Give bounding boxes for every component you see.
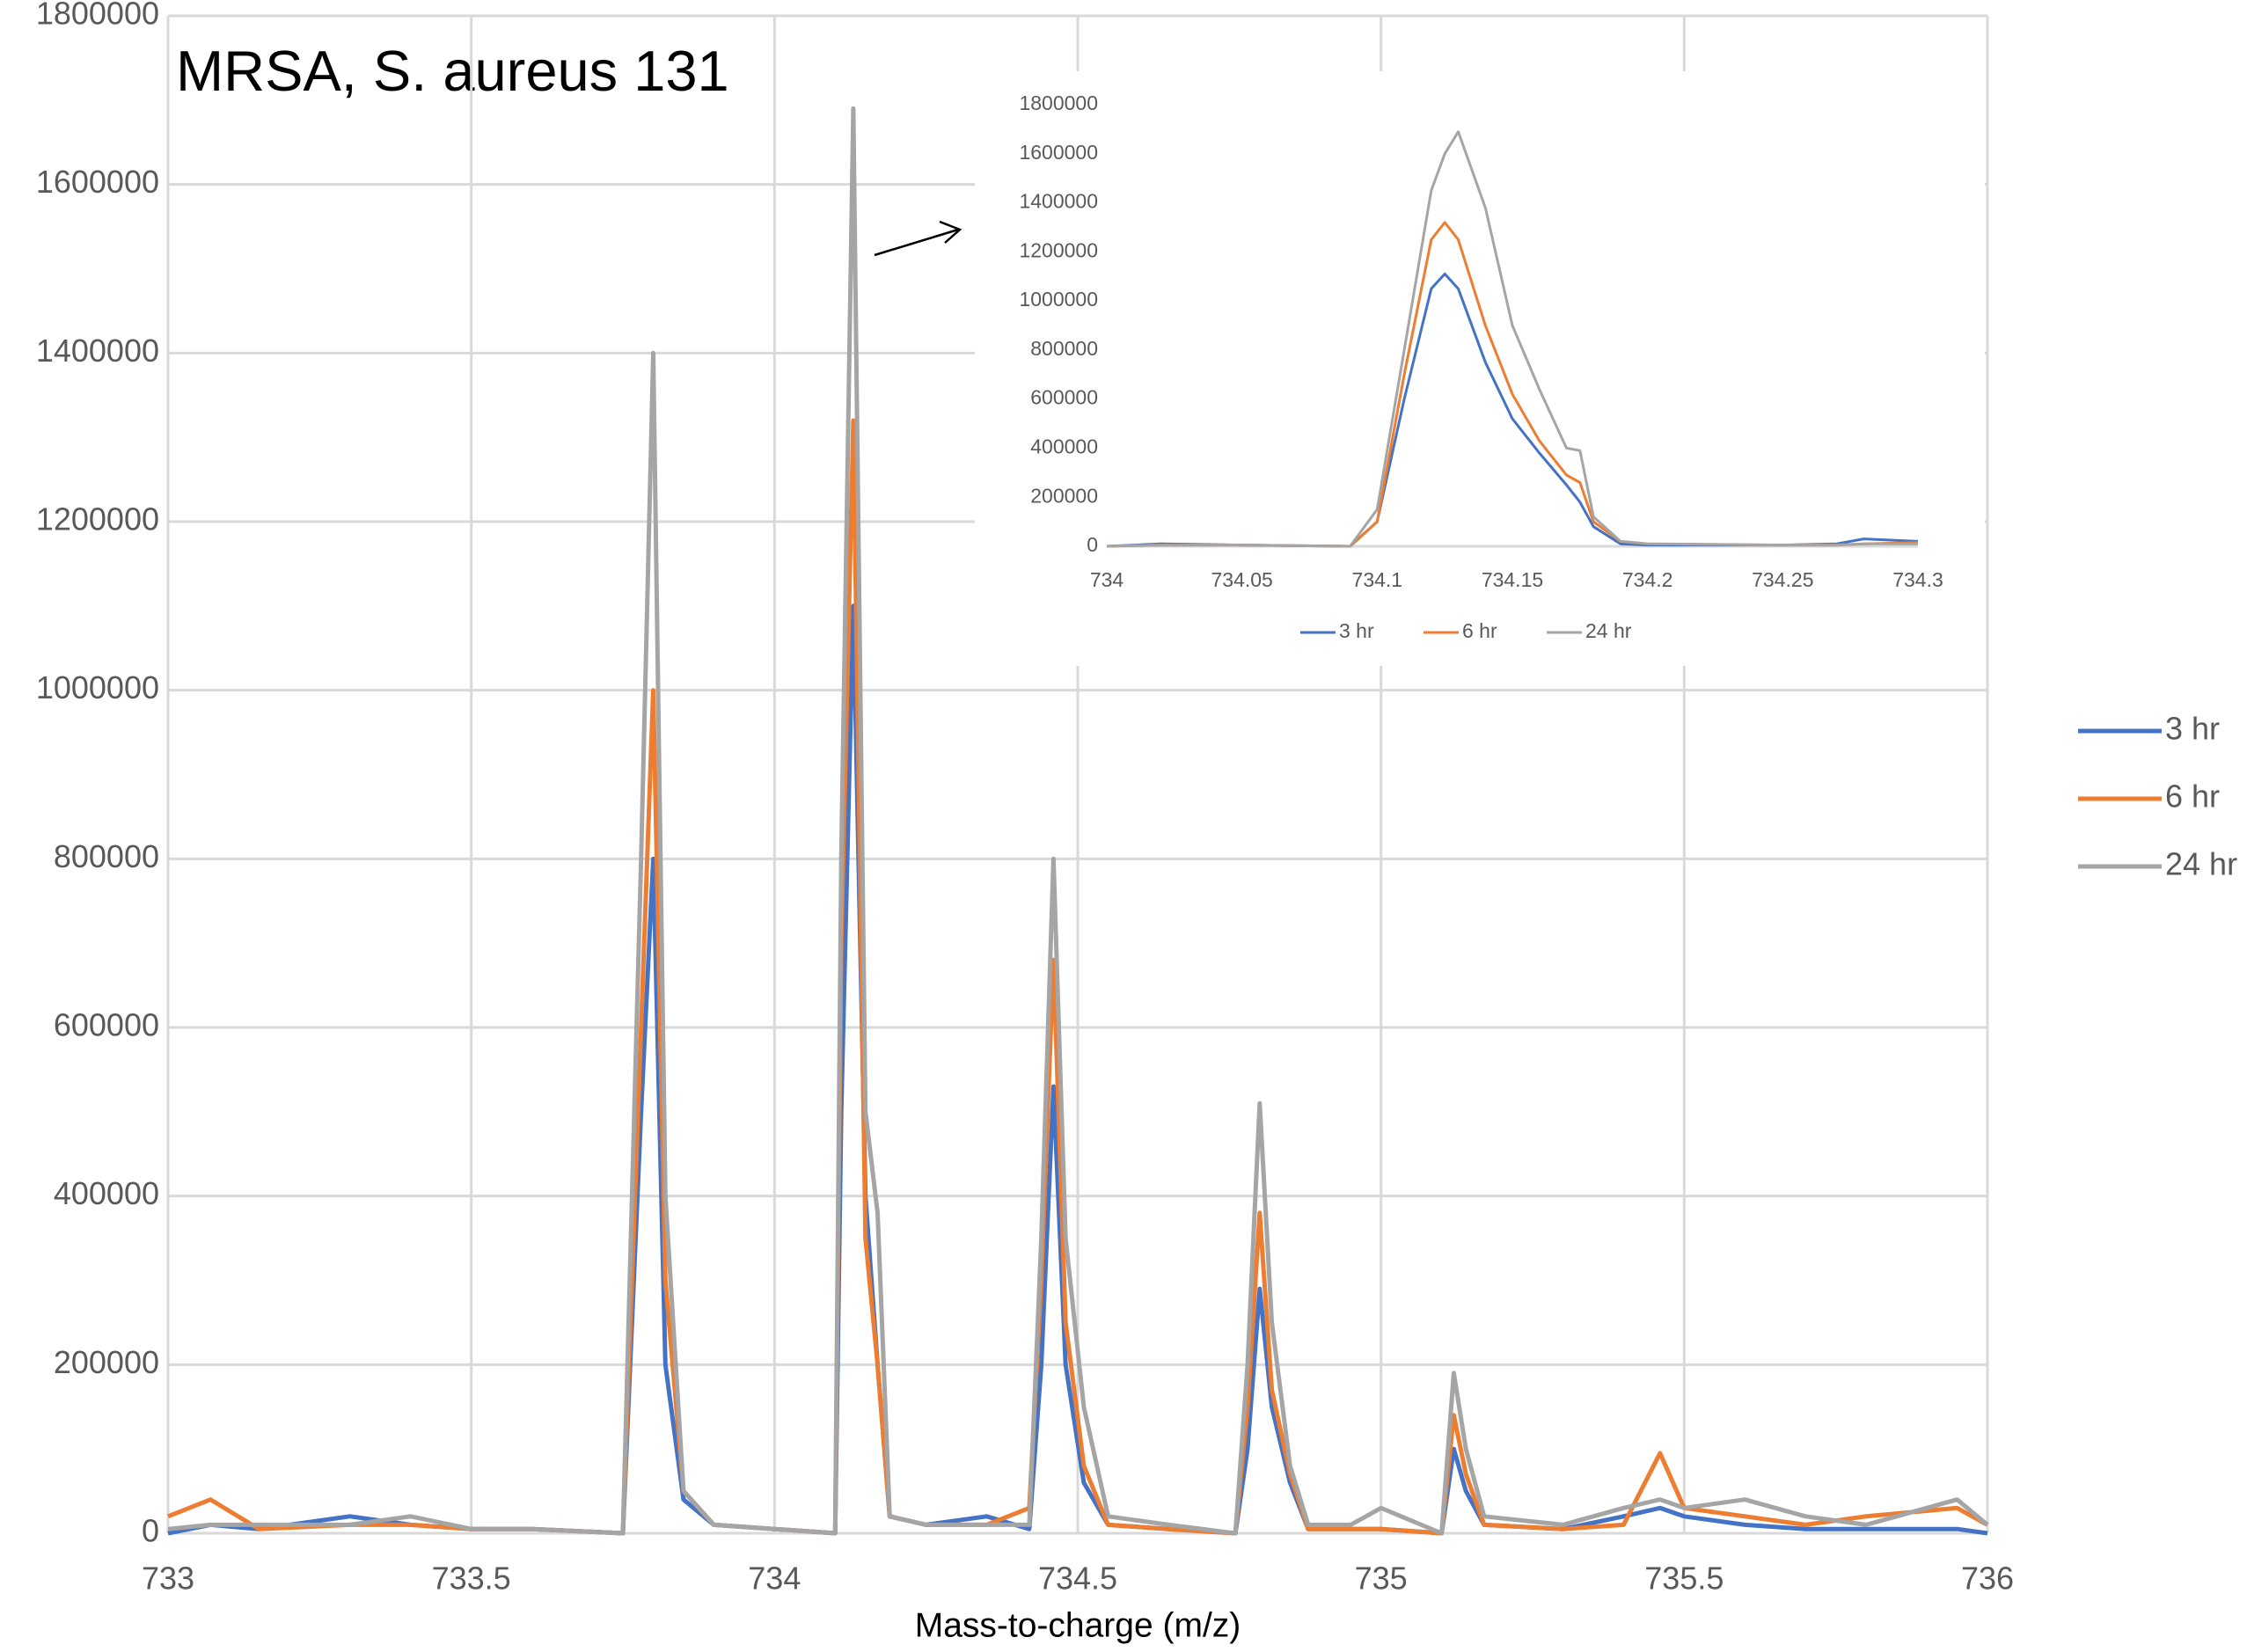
chart-title: MRSA, S. aureus 131 [176, 39, 729, 103]
y-tick-label: 1800000 [36, 0, 159, 32]
y-tick-label: 400000 [54, 1175, 159, 1211]
legend-label: 24 hr [2165, 846, 2237, 882]
y-tick-label: 1200000 [36, 501, 159, 537]
x-tick-label: 734.1 [1352, 568, 1403, 591]
y-tick-label: 0 [1087, 533, 1098, 556]
arrow [874, 228, 959, 257]
y-tick-label: 1400000 [36, 333, 159, 369]
x-tick-label: 733.5 [432, 1561, 511, 1597]
x-tick-label: 735 [1355, 1561, 1408, 1597]
y-tick-label: 1000000 [1019, 288, 1098, 311]
y-tick-label: 800000 [1030, 337, 1098, 360]
x-tick-label: 734.15 [1482, 568, 1543, 591]
legend-label: 24 hr [1585, 619, 1632, 642]
y-tick-label: 200000 [1030, 484, 1098, 507]
inset-background [975, 71, 1985, 666]
legend-label: 3 hr [1339, 619, 1374, 642]
legend-label: 6 hr [2165, 778, 2220, 815]
series-line [167, 106, 1989, 1536]
y-tick-label: 1200000 [1019, 238, 1098, 261]
y-tick-label: 200000 [54, 1344, 159, 1380]
x-tick-label: 734.3 [1892, 568, 1943, 591]
x-tick-label: 734.5 [1038, 1561, 1117, 1597]
x-tick-label: 734.2 [1622, 568, 1673, 591]
y-tick-label: 1600000 [36, 164, 159, 200]
y-tick-label: 400000 [1030, 435, 1098, 458]
arrow-head [939, 220, 962, 244]
x-tick-label: 734.05 [1211, 568, 1272, 591]
y-tick-label: 1000000 [36, 669, 159, 705]
legend-label: 6 hr [1462, 619, 1497, 642]
x-tick-label: 733 [142, 1561, 194, 1597]
x-tick-label: 734 [1090, 568, 1124, 591]
series-line [1106, 130, 1918, 548]
y-tick-label: 600000 [54, 1007, 159, 1043]
y-tick-label: 1600000 [1019, 141, 1098, 164]
x-axis-title: Mass-to-charge (m/z) [915, 1606, 1241, 1644]
y-tick-label: 600000 [1030, 386, 1098, 409]
x-tick-label: 735.5 [1644, 1561, 1724, 1597]
y-tick-label: 1400000 [1019, 190, 1098, 213]
y-tick-label: 800000 [54, 838, 159, 874]
x-tick-label: 734.25 [1752, 568, 1813, 591]
x-tick-label: 734 [748, 1561, 801, 1597]
y-tick-label: 1800000 [1019, 91, 1098, 114]
x-tick-label: 736 [1961, 1561, 2014, 1597]
series-line [167, 418, 1989, 1536]
legend-label: 3 hr [2165, 711, 2220, 747]
y-tick-label: 0 [142, 1513, 159, 1549]
